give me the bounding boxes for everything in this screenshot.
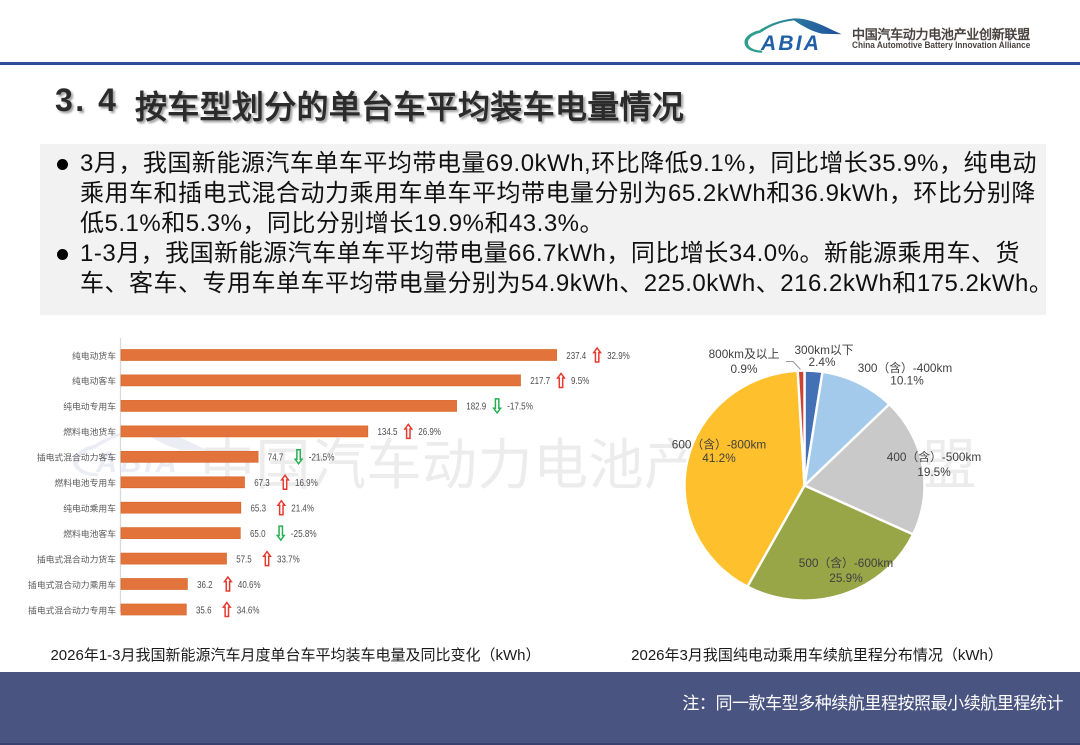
svg-text:237.4: 237.4	[566, 350, 586, 362]
svg-text:0.9%: 0.9%	[731, 362, 758, 376]
svg-text:35.6: 35.6	[196, 604, 212, 616]
svg-text:10.1%: 10.1%	[890, 374, 924, 388]
svg-text:-17.5%: -17.5%	[507, 401, 533, 413]
svg-text:33.7%: 33.7%	[277, 553, 300, 565]
svg-text:36.2: 36.2	[197, 579, 213, 591]
svg-text:19.5%: 19.5%	[917, 465, 951, 479]
svg-text:插电式混合动力乘用车: 插电式混合动力乘用车	[28, 579, 116, 590]
svg-text:2.4%: 2.4%	[809, 355, 836, 369]
svg-text:纯电动专用车: 纯电动专用车	[63, 401, 116, 412]
svg-text:插电式混合动力专用车: 插电式混合动力专用车	[28, 604, 116, 615]
svg-text:插电式混合动力货车: 插电式混合动力货车	[37, 553, 116, 564]
svg-text:插电式混合动力客车: 插电式混合动力客车	[37, 452, 116, 463]
svg-text:57.5: 57.5	[236, 553, 252, 565]
svg-text:600（含）-800km: 600（含）-800km	[672, 438, 767, 452]
svg-text:300km以下: 300km以下	[794, 343, 853, 357]
svg-text:纯电动乘用车: 纯电动乘用车	[63, 503, 116, 514]
svg-text:65.3: 65.3	[251, 503, 267, 515]
svg-text:燃料电池客车: 燃料电池客车	[63, 528, 116, 539]
svg-text:41.2%: 41.2%	[702, 451, 736, 465]
svg-text:-25.8%: -25.8%	[291, 528, 317, 540]
svg-text:65.0: 65.0	[250, 528, 266, 540]
svg-text:纯电动客车: 纯电动客车	[72, 375, 116, 386]
svg-text:25.9%: 25.9%	[829, 571, 863, 585]
svg-text:300（含）-400km: 300（含）-400km	[858, 361, 953, 375]
svg-text:182.9: 182.9	[466, 401, 486, 413]
svg-text:34.6%: 34.6%	[237, 604, 260, 616]
svg-text:ABIA: ABIA	[760, 32, 821, 54]
svg-text:134.5: 134.5	[378, 426, 398, 438]
svg-text:74.7: 74.7	[268, 452, 284, 464]
svg-text:16.9%: 16.9%	[295, 477, 318, 489]
svg-text:500（含）-600km: 500（含）-600km	[799, 556, 894, 570]
svg-text:67.3: 67.3	[254, 477, 270, 489]
svg-text:32.9%: 32.9%	[607, 350, 630, 362]
svg-text:燃料电池专用车: 燃料电池专用车	[54, 477, 116, 488]
svg-text:400（含）-500km: 400（含）-500km	[887, 450, 982, 464]
svg-text:40.6%: 40.6%	[238, 579, 261, 591]
svg-text:纯电动货车: 纯电动货车	[72, 350, 116, 361]
svg-text:217.7: 217.7	[530, 375, 550, 387]
svg-text:燃料电池货车: 燃料电池货车	[63, 426, 116, 437]
svg-text:-21.5%: -21.5%	[309, 452, 335, 464]
svg-text:800km及以上: 800km及以上	[709, 347, 780, 361]
svg-text:9.5%: 9.5%	[571, 375, 589, 387]
svg-text:21.4%: 21.4%	[291, 503, 314, 515]
svg-text:26.9%: 26.9%	[418, 426, 441, 438]
